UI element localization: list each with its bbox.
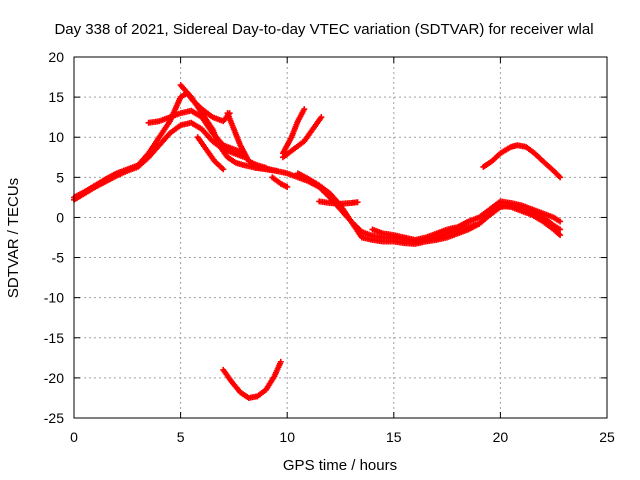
series-track-6 [194, 134, 227, 173]
x-tick-label: 25 [599, 429, 615, 445]
y-tick-label: -15 [44, 330, 64, 346]
ticks: 0 5 10 15 20 25 20 15 10 5 0 -5 -10 -15 -20 -25 [44, 49, 615, 445]
x-tick-label: 10 [279, 429, 295, 445]
x-axis-label: GPS time / hours [283, 457, 397, 474]
y-tick-label: 20 [48, 49, 64, 65]
series-track-12 [316, 198, 361, 207]
y-tick-label: 15 [48, 89, 64, 105]
series-track-14 [480, 142, 564, 181]
x-tick-label: 5 [177, 429, 185, 445]
data-point [220, 166, 227, 173]
x-tick-label: 15 [386, 429, 402, 445]
y-tick-label: 0 [56, 209, 64, 225]
x-tick-label: 20 [493, 429, 509, 445]
series-track-15 [220, 358, 284, 401]
chart-title: Day 338 of 2021, Sidereal Day-to-day VTE… [54, 21, 593, 38]
series-track-2 [71, 119, 248, 203]
plot-frame [73, 56, 608, 419]
data-point [557, 232, 564, 239]
y-tick-label: -5 [52, 250, 65, 266]
y-tick-label: 10 [48, 129, 64, 145]
series-track-9 [279, 106, 308, 157]
series-track-3 [145, 107, 248, 157]
data-point [557, 218, 564, 225]
data-point [557, 174, 564, 181]
data-point [277, 358, 284, 365]
y-tick-label: 5 [56, 169, 64, 185]
y-tick-label: -20 [44, 370, 64, 386]
series-track-13 [369, 198, 564, 243]
data-point [318, 114, 325, 121]
data-point [354, 199, 361, 206]
series-track-8 [279, 114, 325, 161]
x-tick-label: 0 [70, 429, 78, 445]
data-point [557, 226, 564, 233]
series-track-7 [269, 174, 291, 190]
data-point [301, 106, 308, 113]
y-axis-label: SDTVAR / TECUs [5, 178, 22, 298]
y-tick-label: -10 [44, 290, 64, 306]
grid [74, 57, 607, 418]
data-point [284, 183, 291, 190]
y-tick-label: -25 [44, 410, 64, 426]
series-layer [71, 82, 564, 401]
